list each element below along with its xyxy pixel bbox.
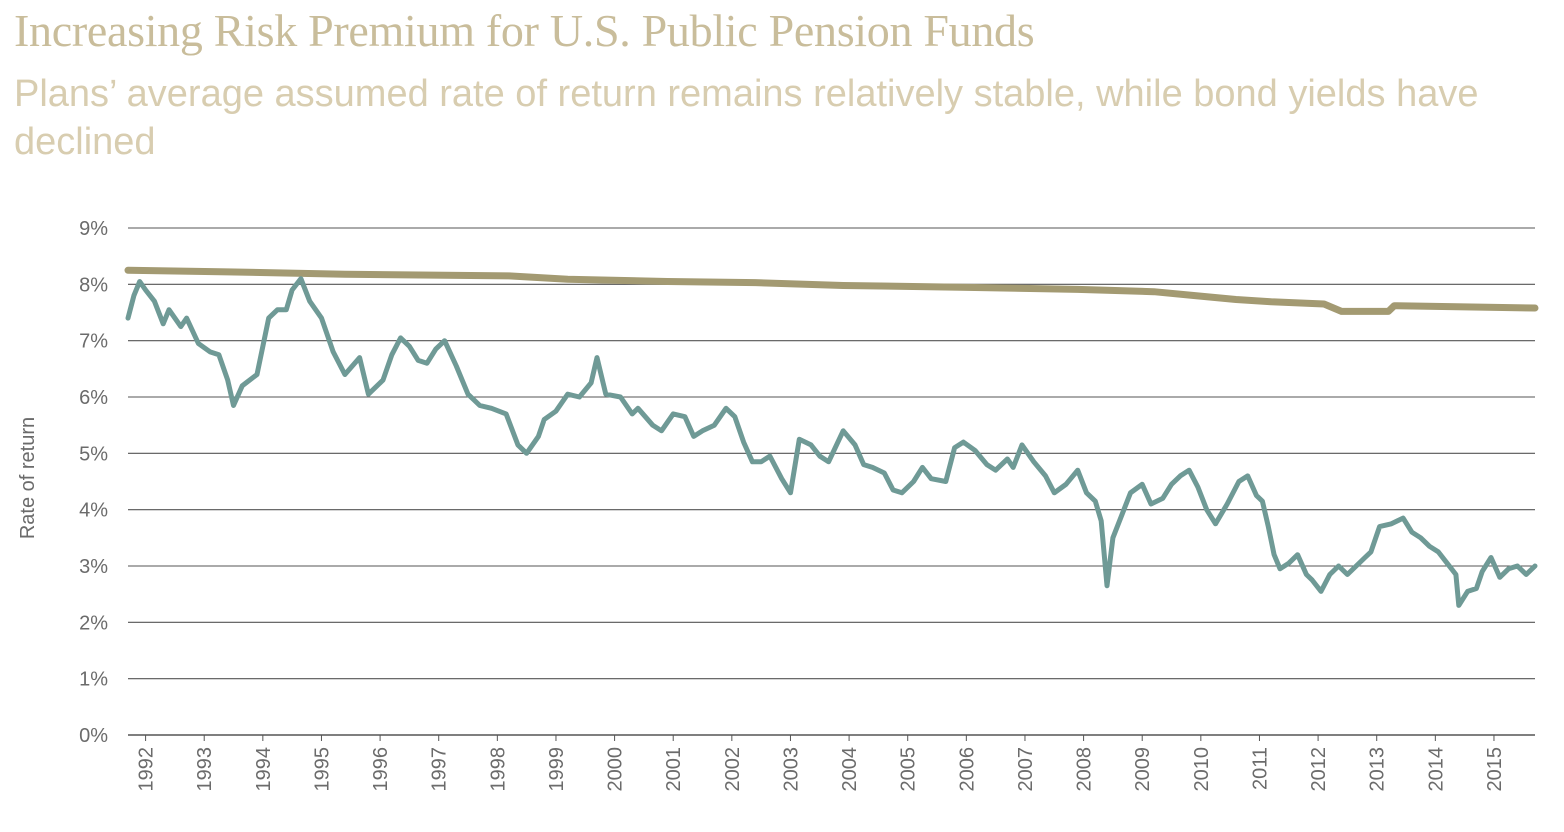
y-tick-label: 6% — [79, 387, 108, 409]
x-tick-label: 1995 — [311, 747, 333, 792]
chart-title: Increasing Risk Premium for U.S. Public … — [14, 5, 1035, 56]
y-tick-label: 3% — [79, 556, 108, 578]
x-tick-label: 2009 — [1132, 747, 1154, 792]
y-tick-label: 2% — [79, 612, 108, 634]
y-tick-label: 9% — [79, 218, 108, 240]
y-axis-label: Rate of return — [17, 417, 39, 539]
x-tick-label: 2001 — [663, 747, 685, 792]
x-tick-label: 1996 — [370, 747, 392, 792]
series-line-bond — [125, 276, 1538, 608]
y-tick-label: 5% — [79, 443, 108, 465]
x-tick-label: 1998 — [487, 747, 509, 792]
x-tick-label: 1994 — [253, 747, 275, 792]
x-tick-label: 1992 — [136, 747, 158, 792]
y-tick-label: 4% — [79, 500, 108, 522]
x-tick-label: 2002 — [722, 747, 744, 792]
y-tick-label: 1% — [79, 669, 108, 691]
y-tick-label: 0% — [79, 725, 108, 747]
x-tick-label: 2015 — [1484, 747, 1506, 792]
y-axis-ticks: 0% 1% 2% 3% 4% 5% 6% 7% 8% 9% — [79, 218, 108, 747]
y-tick-label: 7% — [79, 331, 108, 353]
x-tick-label: 2000 — [605, 747, 627, 792]
x-tick-label: 2012 — [1308, 747, 1330, 792]
x-tick-label: 2013 — [1367, 747, 1389, 792]
x-tick-label: 2010 — [1191, 747, 1213, 792]
x-tick-label: 2006 — [956, 747, 978, 792]
series-line-assumed — [124, 266, 1539, 315]
y-tick-label: 8% — [79, 274, 108, 296]
x-axis-ticks: 1992 1993 1994 1995 1996 1997 1998 1999 2000 2001… — [136, 735, 1506, 792]
x-tick-label: 2005 — [898, 747, 920, 792]
series-lines — [124, 266, 1539, 608]
x-tick-label: 1999 — [546, 747, 568, 792]
x-tick-label: 2014 — [1425, 747, 1447, 792]
x-tick-label: 1993 — [194, 747, 216, 792]
x-tick-label: 2011 — [1249, 747, 1271, 790]
x-tick-label: 2008 — [1074, 747, 1096, 792]
x-tick-label: 2007 — [1015, 747, 1037, 792]
x-tick-label: 2004 — [839, 747, 861, 792]
x-tick-label: 2003 — [780, 747, 802, 792]
x-tick-label: 1997 — [429, 747, 451, 792]
chart-subtitle: Plans’ average assumed rate of return re… — [14, 73, 1479, 163]
